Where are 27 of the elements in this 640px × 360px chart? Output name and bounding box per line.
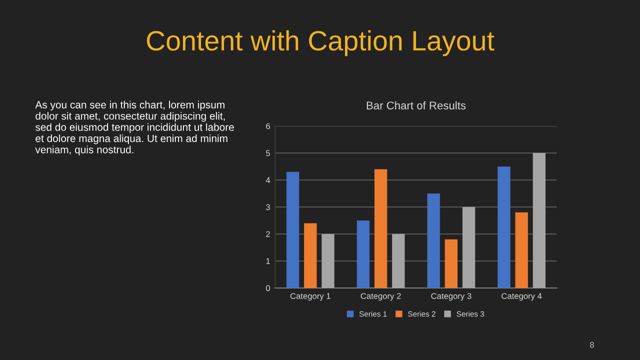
bar [286, 172, 300, 288]
x-tick-label: Category 2 [360, 293, 401, 301]
bar [462, 207, 476, 288]
bar [532, 153, 546, 288]
bar [322, 234, 334, 288]
y-tick-label: 0 [266, 285, 270, 292]
chart-title: Bar Chart of Results [366, 101, 466, 110]
bar [374, 169, 388, 288]
y-tick-label: 1 [266, 258, 270, 264]
text: Content with Caption Layout [146, 30, 494, 56]
bar [515, 212, 528, 288]
x-tick-label: Category 1 [290, 293, 330, 301]
bar [356, 220, 370, 288]
y-tick-label: 3 [266, 204, 270, 210]
y-tick-label: 4 [266, 177, 270, 184]
text: As you can see in this chart, lorem ipsum dolor sit amet, consectetur adipiscing elit, sed do eiusmod tempor incididunt ut labore et dolore magna aliqua. Ut enim ad minim veniam, quis nostrud. [35, 100, 234, 156]
bar [427, 194, 440, 288]
bar [444, 239, 458, 288]
bar [304, 223, 317, 288]
bar [498, 166, 510, 288]
x-tick-label: Category 4 [502, 293, 542, 301]
x-tick-label: Category 3 [431, 293, 472, 301]
y-tick-label: 6 [266, 123, 270, 130]
y-tick-label: 5 [266, 150, 270, 156]
y-tick-label: 2 [266, 231, 270, 238]
bar [392, 234, 405, 288]
text: 8 [590, 342, 594, 348]
